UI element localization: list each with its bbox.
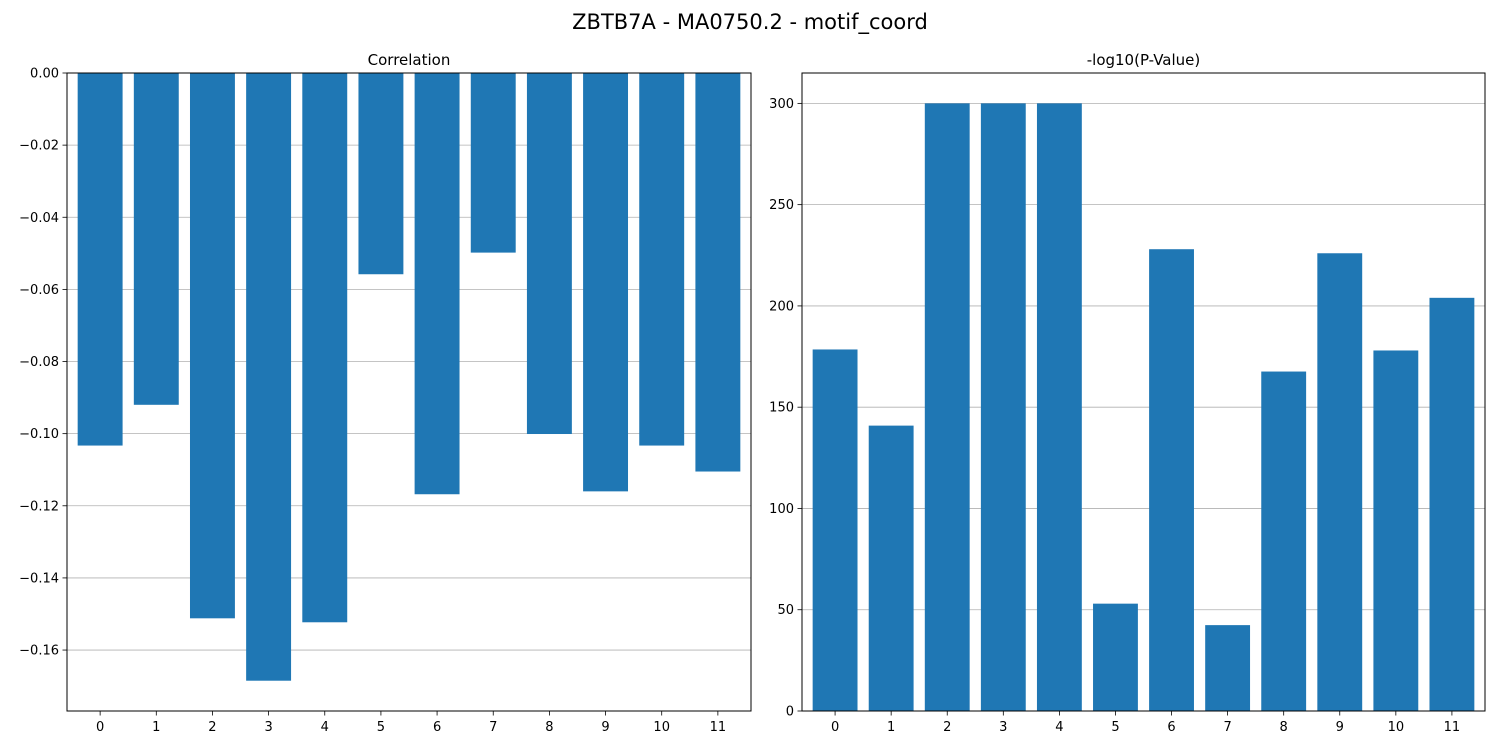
x-tick-label: 6 [433, 720, 441, 735]
bar [246, 73, 292, 681]
chart-title: Correlation [368, 51, 451, 69]
x-tick-label: 0 [96, 720, 104, 735]
bar [1036, 103, 1082, 711]
x-tick-label: 9 [1336, 720, 1344, 735]
x-tick-label: 11 [1444, 720, 1461, 735]
bar [133, 73, 179, 405]
y-tick-label: −0.08 [19, 355, 59, 370]
axes-frame [801, 72, 1486, 712]
bar [924, 103, 970, 711]
bar [526, 73, 572, 435]
bar [1205, 625, 1251, 711]
bar [1149, 249, 1194, 711]
x-tick-label: 8 [1280, 720, 1288, 735]
bar [1429, 297, 1475, 711]
x-tick-label: 2 [208, 720, 216, 735]
x-tick-label: 0 [831, 720, 839, 735]
y-tick-label: 300 [769, 97, 794, 112]
bar [414, 73, 460, 495]
bar [1093, 603, 1138, 711]
x-tick-label: 4 [1055, 720, 1063, 735]
x-tick-label: 7 [1223, 720, 1231, 735]
y-tick-label: −0.14 [19, 571, 59, 586]
x-tick-label: 3 [264, 720, 272, 735]
bar [302, 73, 348, 623]
y-tick-label: −0.10 [19, 427, 59, 442]
bar [812, 349, 858, 711]
bar [1373, 350, 1419, 711]
x-tick-label: 5 [1111, 720, 1119, 735]
x-tick-label: 9 [601, 720, 609, 735]
y-tick-label: 150 [769, 401, 794, 416]
bar [980, 103, 1026, 711]
bar [868, 425, 914, 711]
x-tick-label: 4 [321, 720, 329, 735]
x-tick-label: 2 [943, 720, 951, 735]
y-tick-label: 250 [769, 198, 794, 213]
y-tick-label: −0.06 [19, 283, 59, 298]
chart-panel-0: 0.00 −0.02 −0.04 −0.06 −0.08 −0.10 −0.12 −0.14 −… [19, 51, 752, 735]
y-tick-label: −0.12 [19, 499, 59, 514]
x-tick-label: 11 [710, 720, 727, 735]
x-tick-label: 8 [545, 720, 553, 735]
chart-panel-1: 0 50 100 150 200 250 300 0 1 2 3 4 5 6 7 8 9 10 11 -log10(P… [769, 51, 1486, 735]
bar [1261, 371, 1307, 711]
bar [583, 73, 629, 492]
y-tick-label: 0.00 [30, 67, 59, 82]
x-tick-label: 10 [1388, 720, 1405, 735]
bar [189, 73, 235, 619]
x-tick-label: 5 [377, 720, 385, 735]
y-tick-label: −0.16 [19, 644, 59, 659]
x-tick-label: 3 [999, 720, 1007, 735]
y-tick-label: −0.04 [19, 211, 59, 226]
x-tick-label: 10 [653, 720, 670, 735]
y-tick-label: 100 [769, 502, 794, 517]
y-tick-label: 50 [777, 603, 794, 618]
x-tick-label: 1 [152, 720, 160, 735]
x-tick-label: 7 [489, 720, 497, 735]
bar [470, 73, 516, 253]
bar [639, 73, 685, 446]
bar [77, 73, 123, 446]
bar [358, 73, 404, 275]
bar [1317, 253, 1363, 711]
y-tick-label: 0 [786, 705, 794, 720]
chart-title: -log10(P-Value) [1087, 51, 1201, 69]
figure-title: ZBTB7A - MA0750.2 - motif_coord [572, 10, 928, 34]
bar [695, 73, 741, 472]
axes-frame [66, 72, 752, 712]
x-tick-label: 1 [887, 720, 895, 735]
y-tick-label: 200 [769, 299, 794, 314]
y-tick-label: −0.02 [19, 139, 59, 154]
x-tick-label: 6 [1167, 720, 1175, 735]
